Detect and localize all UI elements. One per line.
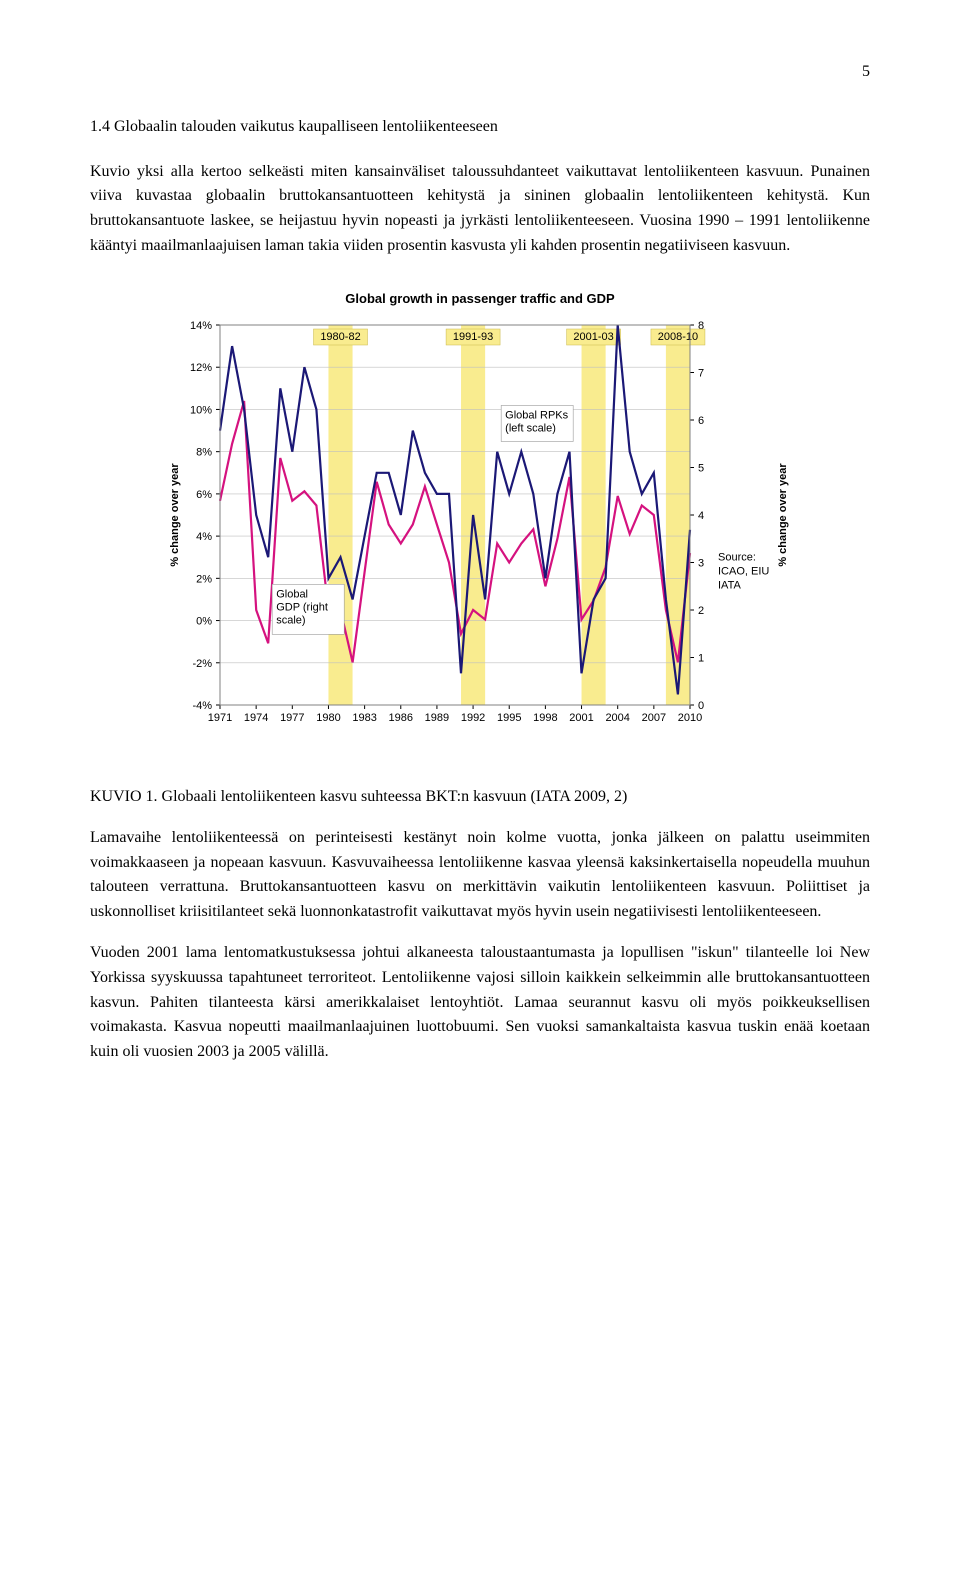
left-tick-label: 2% [196, 573, 212, 585]
legend-text: Global [276, 588, 308, 600]
legend-text: GDP (right [276, 601, 328, 613]
right-tick-label: 3 [698, 557, 704, 569]
section-heading: 1.4 Globaalin talouden vaikutus kaupalli… [90, 115, 870, 140]
right-tick-label: 5 [698, 462, 704, 474]
x-tick-label: 2001 [569, 712, 593, 724]
left-tick-label: 4% [196, 531, 212, 543]
left-tick-label: -4% [192, 700, 212, 712]
legend-text: Global RPKs [505, 409, 568, 421]
right-tick-label: 2 [698, 605, 704, 617]
right-tick-label: 7 [698, 367, 704, 379]
right-tick-label: 4 [698, 510, 704, 522]
x-tick-label: 2004 [605, 712, 629, 724]
paragraph-2: Lamavaihe lentoliikenteessä on perinteis… [90, 826, 870, 925]
x-tick-label: 1992 [461, 712, 485, 724]
figure-caption: KUVIO 1. Globaali lentoliikenteen kasvu … [90, 785, 870, 810]
left-axis-label: % change over year [169, 463, 181, 567]
chart-title: Global growth in passenger traffic and G… [90, 289, 870, 309]
x-tick-label: 1980 [316, 712, 340, 724]
right-tick-label: 6 [698, 415, 704, 427]
recession-label: 1980-82 [320, 331, 360, 343]
x-tick-label: 2007 [642, 712, 666, 724]
x-tick-label: 1989 [425, 712, 449, 724]
recession-label: 2008-10 [658, 331, 698, 343]
recession-label: 2001-03 [573, 331, 613, 343]
x-tick-label: 1974 [244, 712, 268, 724]
x-tick-label: 2010 [678, 712, 702, 724]
x-tick-label: 1995 [497, 712, 521, 724]
x-tick-label: 1977 [280, 712, 304, 724]
left-tick-label: 6% [196, 489, 212, 501]
left-tick-label: -2% [192, 658, 212, 670]
x-tick-label: 1971 [208, 712, 232, 724]
left-tick-label: 10% [190, 404, 212, 416]
recession-label: 1991-93 [453, 331, 493, 343]
page-number: 5 [90, 60, 870, 85]
x-tick-label: 1998 [533, 712, 557, 724]
x-tick-label: 1983 [352, 712, 376, 724]
x-tick-label: 1986 [389, 712, 413, 724]
source-label: Source: [718, 552, 756, 564]
chart-container: Global growth in passenger traffic and G… [90, 289, 870, 745]
legend-text: scale) [276, 614, 305, 626]
left-tick-label: 12% [190, 362, 212, 374]
left-tick-label: 8% [196, 447, 212, 459]
right-axis-label: % change over year [777, 463, 789, 567]
left-tick-label: 0% [196, 615, 212, 627]
right-tick-label: 0 [698, 700, 704, 712]
paragraph-1: Kuvio yksi alla kertoo selkeästi miten k… [90, 160, 870, 259]
source-label: ICAO, EIU [718, 566, 769, 578]
source-label: IATA [718, 580, 741, 592]
growth-chart: -4%-2%0%2%4%6%8%10%12%14%012345678197119… [160, 315, 800, 745]
left-tick-label: 14% [190, 320, 212, 332]
paragraph-3: Vuoden 2001 lama lentomatkustuksessa joh… [90, 941, 870, 1065]
legend-text: (left scale) [505, 422, 556, 434]
recession-band [666, 325, 690, 705]
right-tick-label: 1 [698, 652, 704, 664]
